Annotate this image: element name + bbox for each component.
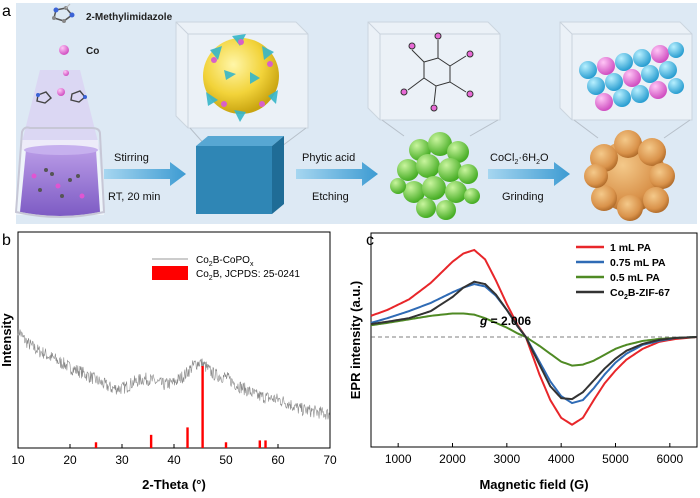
xrd-reference-bar [258,440,261,448]
xrd-legend-2-b: B, JCPDS: 25-0241 [213,269,301,280]
xrd-panel: b Intensity 2-Theta (°) 10 20 30 40 50 60 70 C… [0,231,337,492]
xrd-x-tick-label: 20 [63,453,77,467]
cobalt-legend: Co [59,45,99,57]
epr-x-tick-label: 2000 [439,452,466,466]
step3-top-c: O [540,152,549,164]
xrd-reference-bar [94,442,98,448]
cobalt-legend-label: Co [86,46,99,57]
epr-series-line [370,280,698,401]
g-symbol: g [479,314,488,328]
step3-bottom-label: Grinding [502,191,544,203]
xrd-reference-bar [201,366,204,448]
xrd-pattern-line [17,324,330,420]
epr-x-tick-label: 4000 [548,452,575,466]
panel-label-a: a [2,3,11,20]
epr-x-ticks: 1000 2000 3000 4000 5000 6000 [385,443,684,466]
epr-legend-label-part: B-ZIF-67 [628,287,670,299]
beaker-illustration [14,70,106,218]
xrd-x-axis-label: 2-Theta (°) [142,477,206,492]
xrd-x-ticks: 10 20 30 40 50 60 70 [11,444,337,467]
epr-x-tick-label: 3000 [493,452,520,466]
xrd-legend: Co2B-CoPOx Co2B, JCPDS: 25-0241 [152,255,300,282]
xrd-y-axis-label: Intensity [0,313,14,367]
epr-legend-label: 0.5 mL PA [610,272,660,284]
g-value-annotation: g = 2.006 [479,314,531,328]
scheme-panel: a 2-Methylimidazole Co [2,3,697,224]
arrow-stirring: Stirring RT, 20 min [104,152,186,203]
epr-x-tick-label: 6000 [656,452,683,466]
packed-spheres [579,42,684,111]
epr-series-line [370,312,698,367]
xrd-x-tick-label: 70 [323,453,337,467]
xrd-legend-1-a: Co [196,255,209,266]
xrd-legend-entry-2: Co2B, JCPDS: 25-0241 [196,269,300,282]
xrd-legend-bar-swatch [152,266,188,280]
epr-legend-label: 1 mL PA [610,242,651,254]
imidazole-molecule-icon [52,3,75,23]
xrd-plot-frame [17,231,331,449]
step3-top-sub: 2 [514,159,518,166]
epr-legend-label-part: Co [610,287,624,299]
step3-top-b: ·6H [518,152,536,164]
xrd-legend-2-sub: 2 [209,275,213,282]
xrd-x-tick-label: 10 [11,453,25,467]
xrd-legend-1-b: B-CoPO [213,255,250,266]
step2-bottom-label: Etching [312,191,349,203]
epr-panel: c EPR intensity (a.u.) Magnetic field (G… [348,232,698,492]
ligand-legend: 2-Methylimidazole [52,3,173,23]
epr-series-line [370,248,698,426]
step1-bottom-label: RT, 20 min [108,191,160,203]
epr-legend-label: Co2B-ZIF-67 [610,287,670,301]
panel-label-c: c [366,232,374,249]
zif67-cube-illustration [175,21,309,214]
xrd-reference-bar [149,434,153,448]
xrd-legend-2-a: Co [196,269,209,280]
cube-side-face [272,136,284,214]
etched-cluster [390,132,480,220]
step3-top-label: CoCl2·6H2O [490,152,549,166]
epr-x-axis-label: Magnetic field (G) [479,477,588,492]
epr-plot-frame [370,232,698,448]
xrd-reference-bar [186,427,189,448]
product-illustration [559,21,693,221]
co2b-particle [584,130,675,221]
step3-top-a: CoCl [490,152,514,164]
sodalite-cage-sphere [203,38,279,114]
cube-top-face [196,136,284,146]
xrd-x-tick-label: 30 [115,453,129,467]
arrow-etching: Phytic acid Etching [296,152,378,203]
arrow-grinding: CoCl2·6H2O Grinding [488,152,570,203]
xrd-legend-1-sub: 2 [209,261,213,268]
xrd-legend-entry-1: Co2B-CoPOx [196,255,254,268]
xrd-reference-bar [264,440,267,448]
xrd-x-tick-label: 50 [219,453,233,467]
xrd-x-tick-label: 40 [167,453,181,467]
epr-legend: 1 mL PA 0.75 mL PA 0.5 mL PA Co2B-ZIF-67 [576,242,670,301]
epr-data [370,248,698,426]
step3-top-sub2: 2 [536,159,540,166]
step2-top-label: Phytic acid [302,152,355,164]
g-number: = 2.006 [487,314,531,328]
xrd-x-tick-label: 60 [271,453,285,467]
epr-y-axis-label: EPR intensity (a.u.) [348,281,363,399]
phytic-acid-molecule-icon [400,32,474,112]
epr-legend-label-sub: 2 [624,294,628,301]
epr-legend-label: 0.75 mL PA [610,257,666,269]
step1-top-label: Stirring [114,152,149,164]
xrd-reference-bar [224,442,228,448]
phytic-acid-illustration [367,21,501,220]
cobalt-atom-icon [59,45,69,55]
xrd-legend-1-sub2: x [250,261,254,268]
floating-molecule-icon [36,70,87,104]
epr-x-tick-label: 1000 [385,452,412,466]
epr-x-tick-label: 5000 [602,452,629,466]
ligand-legend-label: 2-Methylimidazole [86,12,173,23]
cube-front-face [196,146,272,214]
panel-label-b: b [2,232,11,249]
xrd-data [17,324,330,448]
